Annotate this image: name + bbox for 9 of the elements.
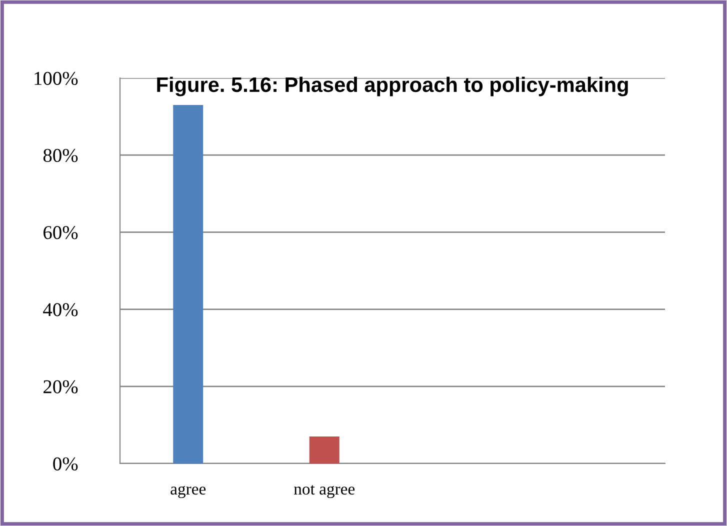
x-tick-label: not agree	[294, 485, 355, 498]
y-tick-label: 20%	[44, 380, 78, 394]
y-tick-label: 0%	[53, 457, 78, 470]
y-tick-label: 80%	[43, 148, 78, 162]
y-tick-label: 60%	[44, 226, 78, 240]
x-tick-label: agree	[170, 486, 206, 498]
y-tick-label: 40%	[43, 303, 78, 316]
y-tick-label: 100%	[34, 72, 78, 85]
chart-title: Figure. 5.16: Phased approach to policy-making	[157, 76, 628, 96]
